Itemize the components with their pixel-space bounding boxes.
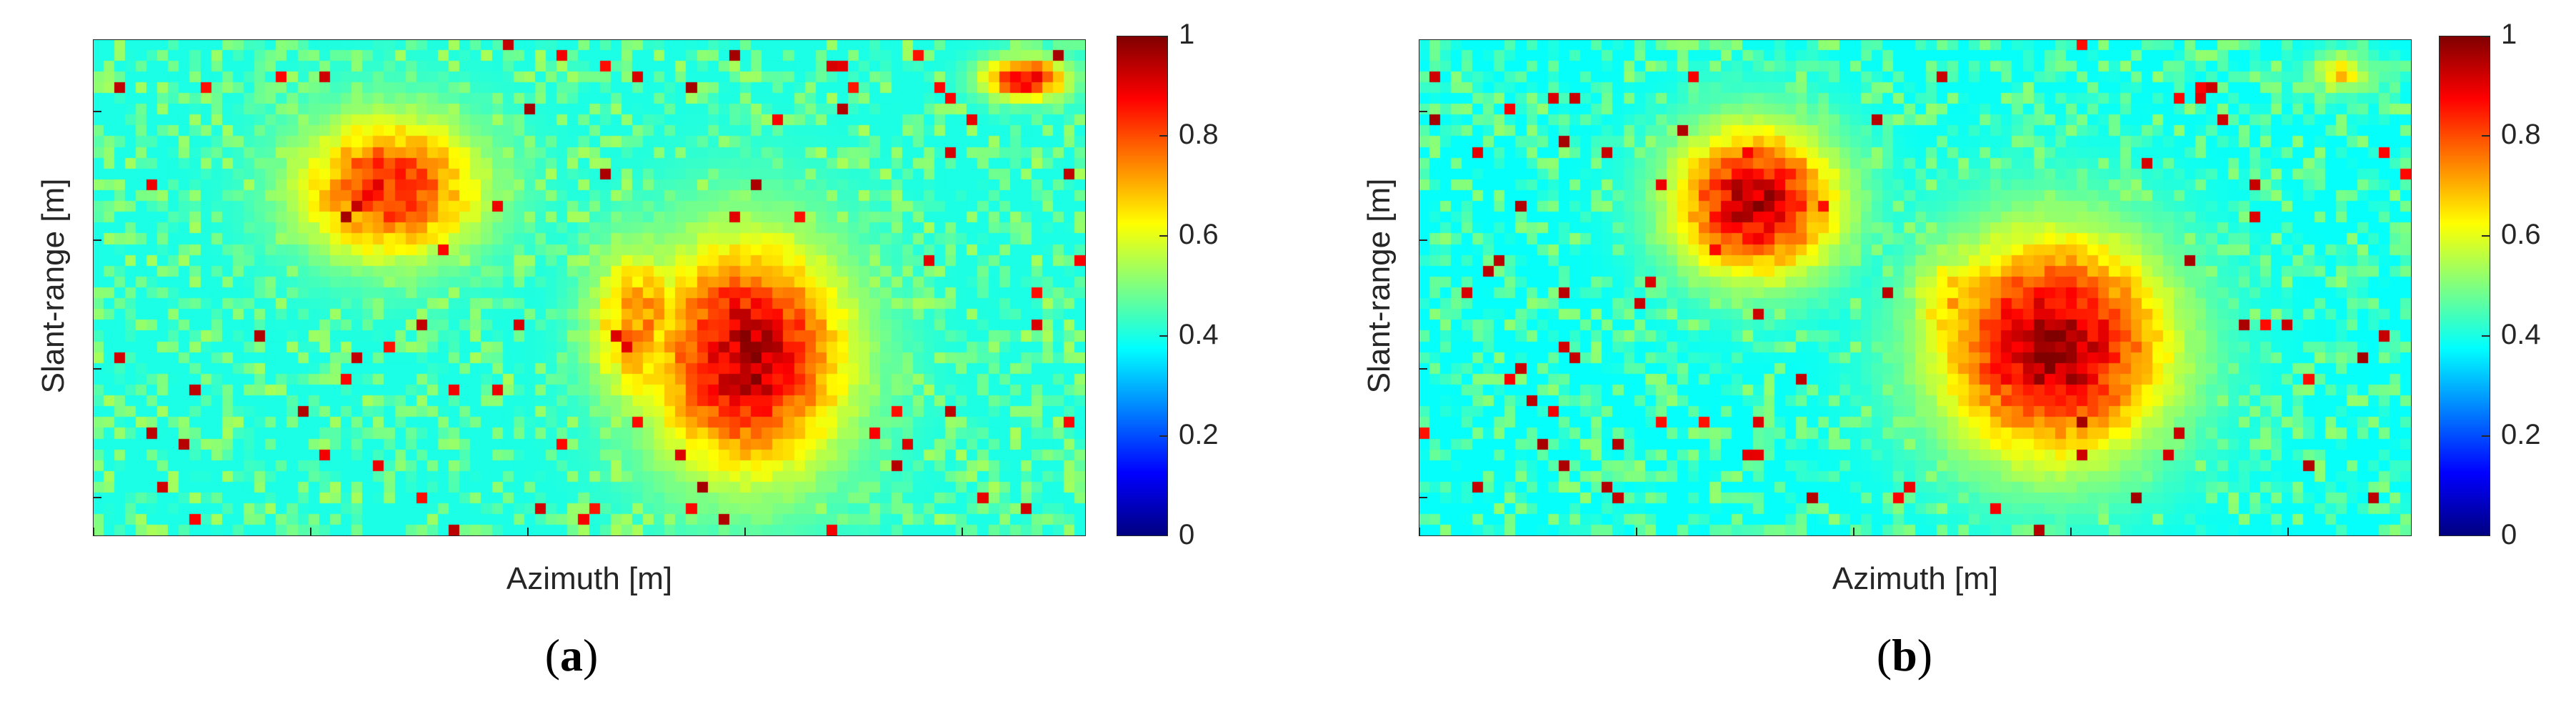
caption-letter: a: [560, 630, 583, 681]
y-tick: [93, 239, 101, 241]
colorbar-tick-label: 0.2: [2501, 419, 2541, 450]
colorbar-tick-mark: [2482, 435, 2490, 437]
figure-panel-b: Slant-range [m] Azimuth [m] 1 0.8 0.6 0.…: [1290, 0, 2576, 707]
colorbar-tick-mark: [1159, 36, 1168, 37]
x-tick: [93, 528, 94, 536]
y-tick: [93, 111, 101, 112]
heatmap-canvas-b: [1419, 39, 2412, 536]
caption-close-paren: ): [583, 630, 599, 681]
colorbar-tick-label: 0.4: [2501, 319, 2541, 350]
x-tick: [744, 528, 746, 536]
y-tick: [1419, 239, 1427, 241]
x-tick: [527, 528, 529, 536]
y-tick: [1419, 111, 1427, 112]
colorbar-tick-label: 0.8: [1179, 119, 1219, 150]
y-axis-label: Slant-range [m]: [36, 178, 71, 394]
colorbar-tick-mark: [1159, 335, 1168, 337]
x-axis-label: Azimuth [m]: [1832, 561, 1999, 596]
x-tick: [1636, 528, 1637, 536]
heatmap-canvas-a: [93, 39, 1086, 536]
colorbar-gradient: [2439, 36, 2490, 536]
x-tick: [310, 528, 311, 536]
colorbar-tick-mark: [1159, 135, 1168, 137]
colorbar-a: [1117, 36, 1168, 536]
colorbar-tick-label: 0.8: [2501, 119, 2541, 150]
colorbar-tick-mark: [2482, 36, 2490, 37]
plot-frame-a: [93, 39, 1086, 536]
x-tick: [1853, 528, 1854, 536]
x-tick: [2070, 528, 2072, 536]
caption-letter: b: [1892, 630, 1917, 681]
colorbar-tick-mark: [1159, 235, 1168, 237]
colorbar-frame: [2439, 36, 2490, 536]
colorbar-tick-label: 0: [1179, 519, 1195, 550]
caption-close-paren: ): [1917, 630, 1933, 681]
heatmap-plot-b: [1419, 39, 2412, 536]
y-tick: [93, 497, 101, 498]
colorbar-tick-label: 0.6: [2501, 219, 2541, 250]
colorbar-tick-mark: [1159, 435, 1168, 437]
y-tick: [93, 368, 101, 370]
colorbar-b: [2439, 36, 2490, 536]
panel-caption-a: (a): [514, 629, 629, 682]
x-tick: [962, 528, 963, 536]
colorbar-tick-label: 0.2: [1179, 419, 1219, 450]
colorbar-frame: [1117, 36, 1168, 536]
y-tick: [1419, 368, 1427, 370]
caption-open-paren: (: [1876, 630, 1892, 681]
y-axis-label: Slant-range [m]: [1362, 178, 1397, 394]
colorbar-tick-mark: [2482, 135, 2490, 137]
colorbar-tick-mark: [2482, 335, 2490, 337]
colorbar-tick-mark: [2482, 235, 2490, 237]
colorbar-tick-label: 1: [1179, 19, 1195, 50]
colorbar-tick-label: 0.4: [1179, 319, 1219, 350]
plot-frame-b: [1419, 39, 2412, 536]
heatmap-plot-a: [93, 39, 1086, 536]
x-tick: [2287, 528, 2289, 536]
colorbar-tick-label: 0: [2501, 519, 2517, 550]
colorbar-tick-label: 1: [2501, 19, 2517, 50]
x-tick: [1419, 528, 1420, 536]
colorbar-tick-label: 0.6: [1179, 219, 1219, 250]
x-axis-label: Azimuth [m]: [506, 561, 673, 596]
panel-caption-b: (b): [1847, 629, 1962, 682]
y-tick: [1419, 497, 1427, 498]
figure-panel-a: Slant-range [m] Azimuth [m] 1 0.8 0.6 0.…: [0, 0, 1286, 707]
colorbar-gradient: [1117, 36, 1168, 536]
caption-open-paren: (: [544, 630, 560, 681]
